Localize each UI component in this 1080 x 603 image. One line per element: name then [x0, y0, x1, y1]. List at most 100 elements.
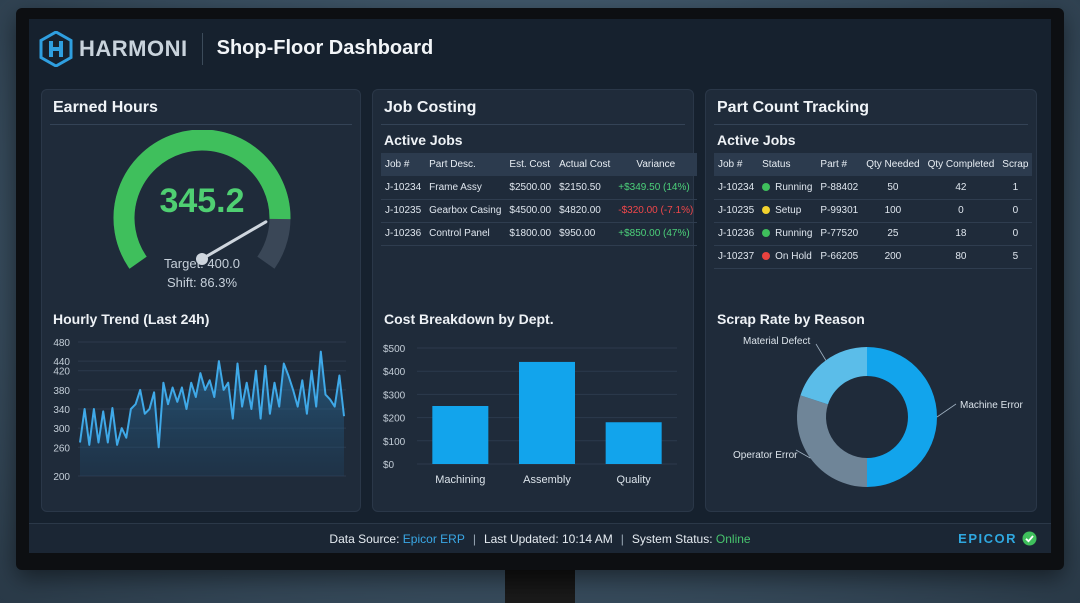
- y-tick-label: 420: [53, 367, 70, 378]
- status-cell: Setup: [758, 199, 817, 223]
- table-row[interactable]: J-10235 Setup P-99301 100 0 0: [714, 199, 1033, 223]
- job-number: J-10234: [381, 176, 426, 200]
- epicor-logo-text: EPICOR: [958, 531, 1017, 546]
- system-status-label: System Status:: [631, 531, 713, 546]
- trend-area: [80, 351, 344, 476]
- table-row[interactable]: J-10234 Frame Assy $2500.00 $2150.50 +$3…: [381, 176, 698, 200]
- data-source-link[interactable]: Epicor ERP: [402, 531, 465, 546]
- part-number: P-66205: [816, 245, 863, 269]
- table-row[interactable]: J-10236 Running P-77520 25 18 0: [714, 222, 1033, 246]
- job-costing-title: Job Costing: [384, 99, 477, 116]
- page-title: Shop-Floor Dashboard: [216, 37, 434, 59]
- job-number: J-10237: [714, 245, 759, 269]
- x-category-label: Quality: [617, 474, 652, 486]
- x-category-label: Assembly: [523, 474, 571, 486]
- scrap-count: 5: [998, 245, 1033, 269]
- y-tick-label: $100: [383, 437, 406, 448]
- slice-label: Machine Error: [960, 400, 1023, 411]
- system-status-value: Online: [715, 531, 751, 546]
- donut-slice-machine-error[interactable]: [867, 347, 937, 487]
- y-tick-label: $200: [383, 414, 406, 425]
- y-tick-label: 480: [53, 338, 70, 349]
- col-status: Status: [758, 153, 817, 176]
- cost-breakdown-title: Cost Breakdown by Dept.: [384, 311, 554, 327]
- job-number: J-10236: [381, 222, 426, 246]
- job-number: J-10235: [381, 199, 426, 223]
- actual-cost: $950.00: [555, 222, 615, 246]
- slice-leader-line: [795, 449, 811, 459]
- hourly-trend-title: Hourly Trend (Last 24h): [53, 311, 210, 327]
- col-job: Job #: [714, 153, 759, 176]
- job-costing-subtitle: Active Jobs: [384, 132, 463, 148]
- status-label: On Hold: [775, 251, 812, 262]
- part-desc: Gearbox Casing: [425, 199, 506, 223]
- bar-machining[interactable]: [432, 406, 489, 464]
- trend-line: [79, 350, 345, 449]
- est-cost: $2500.00: [505, 176, 556, 200]
- est-cost: $1800.00: [505, 222, 556, 246]
- table-row[interactable]: J-10234 Running P-88402 50 42 1: [714, 176, 1033, 200]
- status-label: Setup: [775, 205, 802, 216]
- cost-breakdown-chart: $0 $100 $200 $300 $400 $500 Machining Assembly Q…: [383, 344, 677, 486]
- scrap-count: 1: [998, 176, 1033, 200]
- part-desc: Control Panel: [425, 222, 506, 246]
- earned-hours-target: Target: 400.0: [164, 256, 240, 271]
- footer-separator: |: [472, 531, 476, 546]
- header: HARMONI Shop-Floor Dashboard: [29, 19, 1051, 78]
- y-tick-label: 300: [53, 424, 70, 435]
- status-cell: On Hold: [758, 245, 817, 269]
- brand-name: HARMONI: [79, 35, 188, 61]
- y-tick-label: $400: [383, 367, 406, 378]
- part-count-panel: Part Count Tracking Active Jobs Job # St…: [705, 89, 1037, 512]
- part-count-table: Job # Status Part # Qty Needed Qty Compl…: [714, 153, 1033, 269]
- qty-needed: 200: [862, 245, 924, 269]
- job-costing-panel: Job Costing Active Jobs Job # Part Desc.…: [372, 89, 698, 512]
- part-count-title: Part Count Tracking: [717, 99, 870, 116]
- qty-completed: 80: [923, 245, 999, 269]
- part-count-subtitle: Active Jobs: [717, 132, 796, 148]
- y-tick-label: $0: [383, 460, 395, 471]
- y-tick-label: 380: [53, 386, 70, 397]
- qty-needed: 25: [862, 222, 924, 246]
- col-job: Job #: [381, 153, 426, 176]
- y-tick-label: 440: [53, 357, 70, 368]
- status-dot: [762, 229, 771, 237]
- earned-hours-gauge: 345.2 Target: 400.0 Shift: 86.3%: [113, 130, 291, 290]
- earned-hours-shift: Shift: 86.3%: [167, 275, 238, 290]
- scrap-count: 0: [998, 222, 1033, 246]
- earned-hours-panel: Earned Hours 345.2 Target: 400.0 Shift: …: [41, 89, 361, 512]
- y-tick-label: 200: [53, 472, 70, 483]
- slice-label: Material Defect: [743, 336, 810, 347]
- gauge-needle: [200, 220, 268, 261]
- table-header-row: Job # Status Part # Qty Needed Qty Compl…: [714, 153, 1033, 176]
- qty-completed: 0: [923, 199, 999, 223]
- table-row[interactable]: J-10236 Control Panel $1800.00 $950.00 +…: [381, 222, 698, 246]
- bar-assembly[interactable]: [519, 361, 575, 464]
- dashboard-screen: HARMONI Shop-Floor Dashboard Earned Hour…: [29, 19, 1051, 553]
- footer-separator: |: [620, 531, 624, 546]
- status-label: Running: [775, 181, 813, 193]
- gauge-hub: [196, 253, 208, 265]
- col-part-number: Part #: [816, 153, 863, 176]
- table-row[interactable]: J-10237 On Hold P-66205 200 80 5: [714, 245, 1033, 269]
- scrap-rate-chart: Machine Error Operator Error Material Defe…: [733, 336, 1023, 487]
- actual-cost: $2150.50: [555, 176, 615, 200]
- part-number: P-77520: [816, 222, 863, 246]
- slice-leader-line: [936, 403, 957, 418]
- table-row[interactable]: J-10235 Gearbox Casing $4500.00 $4820.00…: [381, 199, 698, 223]
- donut-slice-material-defect[interactable]: [800, 347, 867, 405]
- bar-quality[interactable]: [605, 422, 662, 464]
- slice-leader-line: [815, 343, 827, 361]
- donut-slice-operator-error[interactable]: [797, 395, 867, 487]
- job-number: J-10235: [714, 199, 759, 223]
- earned-hours-title: Earned Hours: [53, 99, 158, 116]
- qty-needed: 50: [862, 176, 924, 200]
- job-number: J-10236: [714, 222, 759, 246]
- earned-hours-value: 345.2: [159, 182, 244, 220]
- part-desc: Frame Assy: [425, 176, 506, 200]
- col-scrap: Scrap: [998, 153, 1033, 176]
- status-cell: Running: [758, 176, 817, 200]
- y-tick-label: 260: [53, 443, 70, 454]
- variance: +$349.50 (14%): [614, 176, 698, 200]
